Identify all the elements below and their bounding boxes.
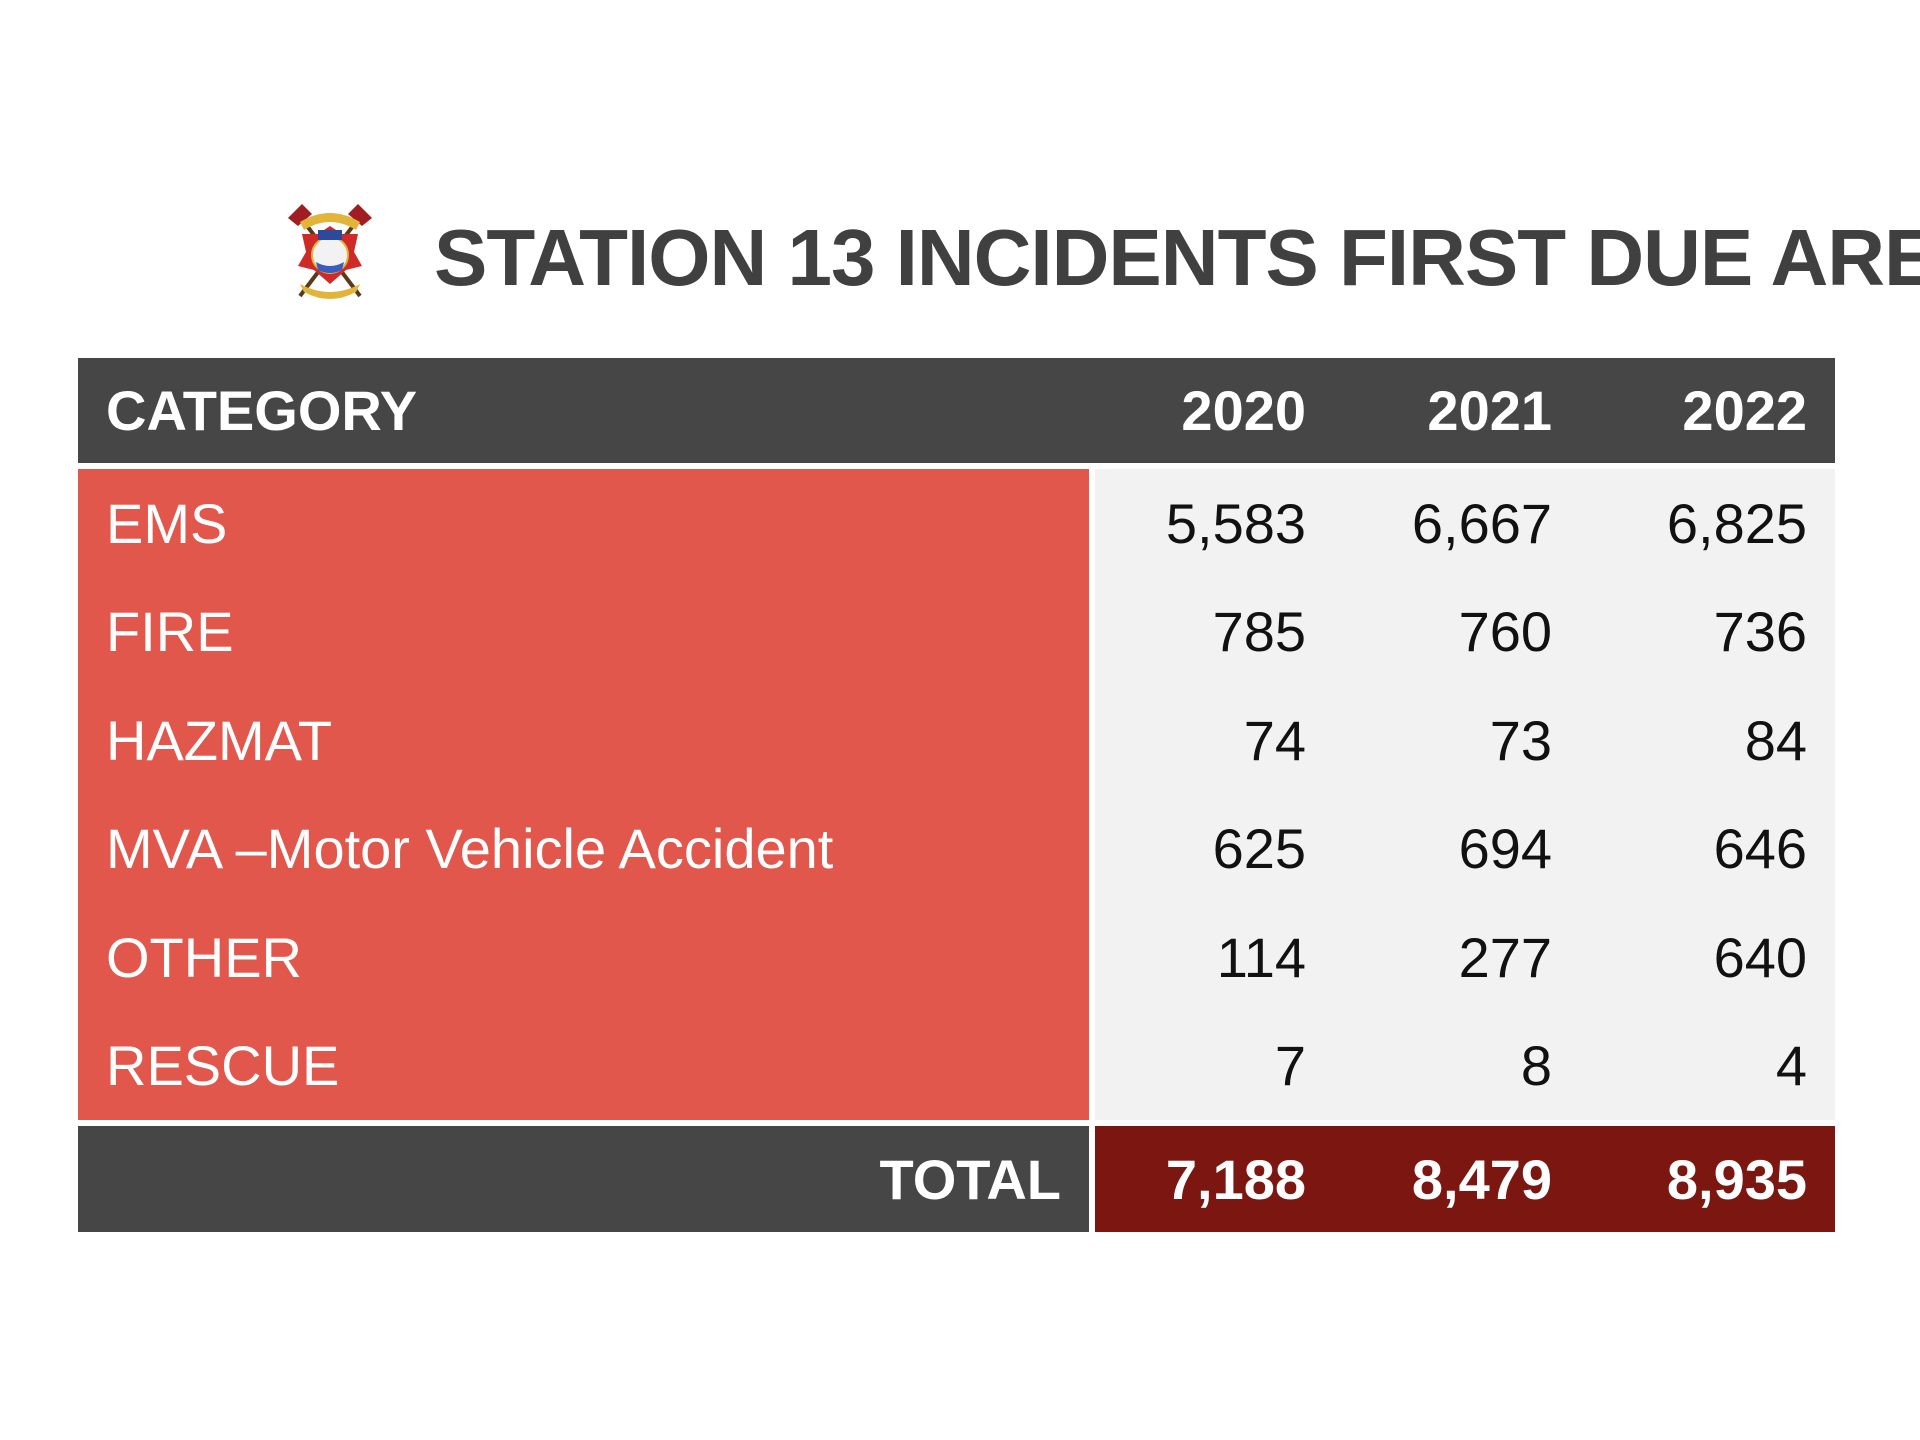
value-2022: 646 [1713,817,1807,881]
value-2021: 6,667 [1411,491,1552,555]
table-row: 785 760 736 [1095,578,1835,687]
value-2022: 640 [1713,925,1807,989]
value-2020: 74 [1243,708,1306,772]
value-2020: 7 [1274,1034,1306,1098]
total-2020: 7,188 [1165,1147,1306,1211]
header-2021: 2021 [1427,379,1552,442]
value-2020: 5,583 [1165,491,1306,555]
category-cell: EMS [106,491,228,555]
total-2022: 8,935 [1666,1147,1807,1211]
incidents-table: CATEGORY 2020 2021 2022 EMS FIRE HAZMAT … [78,358,1835,1232]
value-2021: 73 [1489,708,1552,772]
total-row: TOTAL 7,188 8,479 8,935 [78,1126,1835,1232]
table-row: 625 694 646 [1095,795,1835,904]
value-2020: 114 [1216,925,1306,989]
value-2021: 8 [1520,1034,1552,1098]
category-cell: RESCUE [106,1034,340,1098]
table-row: 5,583 6,667 6,825 [1095,469,1835,578]
total-values: 7,188 8,479 8,935 [1095,1126,1835,1232]
table-header: CATEGORY 2020 2021 2022 [78,358,1835,463]
table-row: 114 277 640 [1095,903,1835,1012]
total-label: TOTAL [78,1126,1089,1232]
value-2022: 6,825 [1666,491,1807,555]
value-2021: 760 [1458,600,1552,664]
category-cell: OTHER [106,925,302,989]
total-2021: 8,479 [1411,1147,1552,1211]
header-2022: 2022 [1682,379,1807,442]
value-2020: 625 [1212,817,1306,881]
category-cell: FIRE [106,600,234,664]
value-2022: 4 [1775,1034,1807,1098]
table-row: 74 73 84 [1095,686,1835,795]
values-column: 5,583 6,667 6,825 785 760 736 74 73 84 625 694 6… [1095,469,1835,1120]
header-category: CATEGORY [106,379,418,442]
value-2021: 277 [1458,925,1552,989]
value-2022: 736 [1713,600,1807,664]
value-2022: 84 [1744,708,1807,772]
category-column: EMS FIRE HAZMAT MVA –Motor Vehicle Accid… [78,469,1089,1120]
value-2021: 694 [1458,817,1552,881]
page-title: STATION 13 INCIDENTS FIRST DUE AREA [434,213,1920,302]
category-cell: MVA –Motor Vehicle Accident [106,817,834,881]
fire-department-logo [288,204,372,299]
header-2020: 2020 [1181,379,1306,442]
category-cell: HAZMAT [106,708,333,772]
value-2020: 785 [1212,600,1306,664]
table-row: 7 8 4 [1095,1012,1835,1121]
